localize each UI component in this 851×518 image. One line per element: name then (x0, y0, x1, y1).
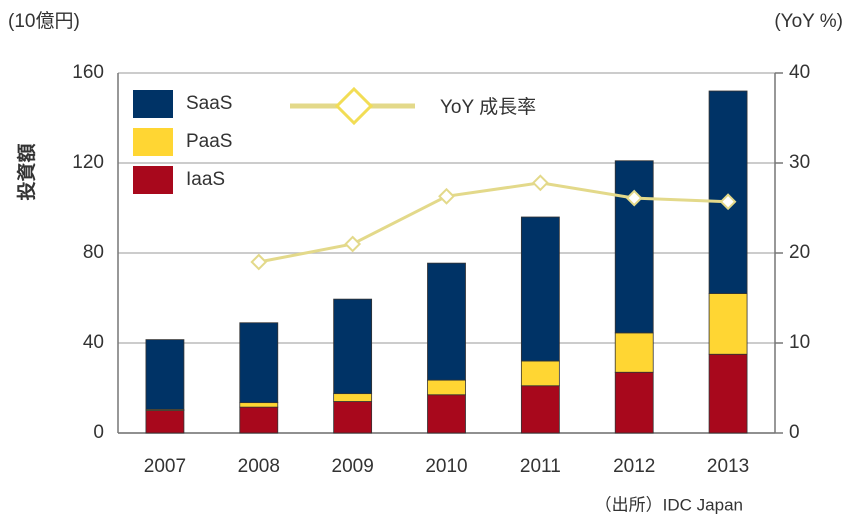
y-tick-label: 40 (83, 332, 104, 353)
bar-segment (427, 379, 466, 396)
bar-segment (614, 160, 654, 334)
bar-segment (145, 339, 185, 410)
y-tick-label: 120 (72, 152, 104, 173)
y2-tick-label: 0 (789, 422, 800, 443)
x-tick-label: 2009 (332, 456, 374, 477)
y2-tick-label: 20 (789, 242, 810, 263)
bar-segment (333, 401, 373, 434)
bar-segment (520, 216, 560, 362)
bar-segment (708, 353, 748, 434)
legend-swatch (133, 128, 173, 156)
legend-swatch (133, 90, 173, 118)
x-tick-label: 2007 (144, 456, 186, 477)
x-tick-label: 2013 (707, 456, 749, 477)
y2-tick-label: 10 (789, 332, 810, 353)
bar-segment (427, 394, 466, 434)
y-unit-label: (10億円) (8, 10, 80, 32)
bar-segment (239, 402, 279, 408)
line-marker (719, 193, 737, 211)
bar-segment (427, 262, 466, 381)
bar-segment (520, 385, 560, 434)
x-tick-label: 2008 (238, 456, 280, 477)
line-marker (250, 253, 268, 271)
bar-segment (520, 360, 560, 387)
y2-unit-label: (YoY %) (774, 11, 843, 32)
y-tick-label: 0 (93, 422, 104, 443)
y-tick-label: 160 (72, 62, 104, 83)
legend-label: PaaS (186, 131, 232, 152)
line-marker (438, 187, 455, 205)
y2-tick-label: 30 (789, 152, 810, 173)
x-tick-label: 2011 (520, 456, 561, 477)
line (258, 181, 729, 264)
line-marker (625, 189, 643, 207)
bar-segment (333, 393, 373, 402)
bar-segment (708, 90, 748, 294)
legend-label: IaaS (186, 169, 225, 190)
x-tick-label: 2010 (425, 456, 467, 477)
line-marker (344, 235, 362, 253)
legend-swatch (133, 166, 173, 194)
source: （出所）IDC Japan (595, 495, 743, 514)
y-axis-label: 投資額 (15, 143, 38, 200)
bar-segment (708, 293, 748, 355)
bar-segment (239, 322, 279, 404)
legend-label: SaaS (186, 93, 232, 114)
bar-segment (614, 371, 654, 434)
bar-segment (614, 332, 654, 373)
bar-segment (333, 298, 373, 395)
legend-marker (334, 86, 374, 126)
y-tick-label: 80 (83, 242, 104, 263)
x-tick-label: 2012 (613, 456, 655, 477)
line-marker (531, 174, 549, 192)
bar-segment (145, 410, 185, 434)
bar-segment (239, 406, 279, 434)
y2-tick-label: 40 (789, 62, 810, 83)
legend-label: YoY 成長率 (440, 96, 536, 118)
